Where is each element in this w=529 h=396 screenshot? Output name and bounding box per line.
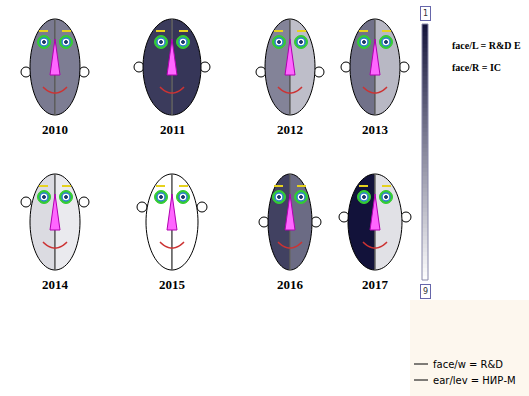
svg-text:face/R = IC: face/R = IC xyxy=(452,62,501,73)
svg-text:2012: 2012 xyxy=(277,122,303,137)
svg-text:2010: 2010 xyxy=(42,122,68,137)
svg-text:9: 9 xyxy=(423,287,428,296)
svg-text:2015: 2015 xyxy=(159,277,186,292)
svg-text:2011: 2011 xyxy=(160,122,185,137)
svg-text:2017: 2017 xyxy=(362,277,389,292)
svg-text:2013: 2013 xyxy=(362,122,389,137)
svg-text:1: 1 xyxy=(423,9,428,18)
svg-text:face/w = R&D: face/w = R&D xyxy=(433,359,503,370)
svg-text:ear/lev = НИР-М: ear/lev = НИР-М xyxy=(433,375,516,386)
svg-text:face/L = R&D E: face/L = R&D E xyxy=(452,40,521,51)
svg-text:2016: 2016 xyxy=(277,277,304,292)
svg-text:2014: 2014 xyxy=(42,277,69,292)
